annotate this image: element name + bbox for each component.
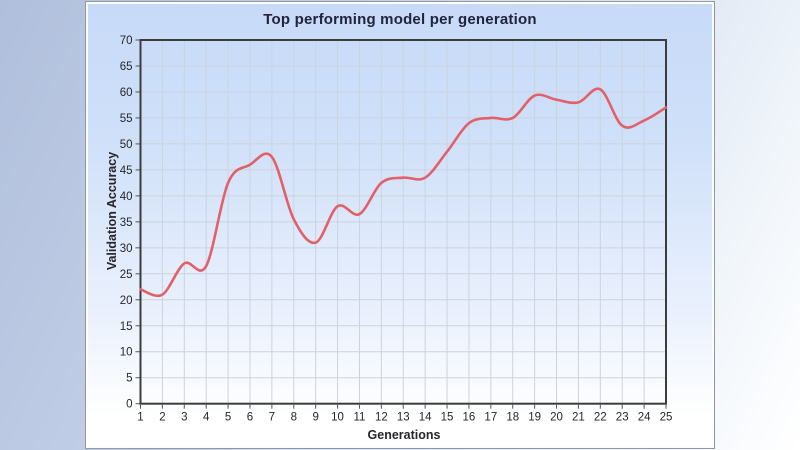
x-tick-label: 18 (506, 412, 519, 424)
x-tick-label: 23 (616, 412, 629, 424)
x-tick-label: 9 (312, 412, 318, 424)
x-tick-label: 10 (331, 412, 344, 424)
y-tick-label: 70 (120, 35, 133, 47)
x-tick-label: 13 (397, 412, 410, 424)
x-tick-label: 12 (375, 412, 388, 424)
y-tick-label: 55 (120, 113, 133, 125)
x-tick-label: 24 (638, 412, 651, 424)
y-tick-label: 45 (120, 165, 133, 177)
x-tick-label: 3 (181, 412, 187, 424)
y-tick-label: 50 (120, 139, 133, 151)
y-tick-label: 10 (120, 347, 133, 359)
x-tick-label: 25 (660, 412, 673, 424)
line-series (139, 87, 668, 298)
chart-title: Top performing model per generation (263, 11, 537, 28)
y-tick-label: 35 (120, 217, 133, 229)
x-tick-label: 1 (137, 412, 143, 424)
x-tick-label: 4 (203, 412, 210, 424)
y-tick-label: 5 (126, 373, 132, 385)
x-tick-label: 6 (247, 412, 253, 424)
x-tick-label: 8 (291, 412, 297, 424)
chart-svg: 1 2 3 4 5 6 7 8 9 10 11 12 13 14 15 16 17 18 19 20 21 22 23 24 2… (120, 35, 673, 424)
x-tick-label: 11 (353, 412, 365, 424)
y-tick-label: 0 (126, 399, 132, 411)
y-tick-label: 60 (120, 87, 133, 99)
x-tick-label: 21 (572, 412, 585, 424)
x-tick-label: 20 (550, 412, 563, 424)
x-tick-label: 7 (269, 412, 275, 424)
plot-border (139, 39, 667, 405)
y-axis-title: Validation Accuracy (105, 151, 119, 271)
x-tick-label: 2 (159, 412, 165, 424)
y-tick-label: 15 (120, 321, 133, 333)
x-tick-label: 19 (528, 412, 541, 424)
x-tick-label: 14 (419, 412, 432, 424)
x-tick-label: 5 (225, 412, 231, 424)
y-tick-label: 65 (120, 61, 133, 73)
x-tick-label: 22 (594, 412, 607, 424)
y-tick-label: 30 (120, 243, 133, 255)
y-tick-label: 20 (120, 295, 133, 307)
x-axis-title: Generations (367, 428, 441, 442)
x-tick-label: 16 (463, 412, 476, 424)
x-tick-label: 17 (484, 412, 497, 424)
x-tick-label: 15 (441, 412, 454, 424)
y-tick-label: 40 (120, 191, 133, 203)
y-tick-label: 25 (120, 269, 133, 281)
